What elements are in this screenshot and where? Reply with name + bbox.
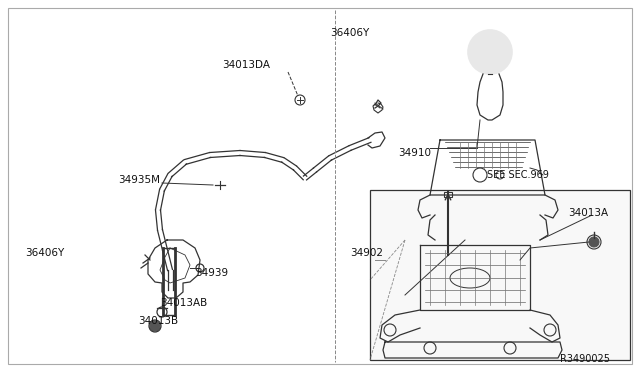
Circle shape [150, 321, 160, 331]
Text: R3490025: R3490025 [560, 354, 610, 364]
Circle shape [589, 237, 599, 247]
Text: SEE SEC.969: SEE SEC.969 [487, 170, 549, 180]
Bar [370, 190, 630, 360]
Text: 36406Y: 36406Y [25, 248, 64, 258]
Text: 34013AB: 34013AB [160, 298, 207, 308]
Text: 34013B: 34013B [138, 316, 178, 326]
Text: 34013DA: 34013DA [222, 60, 270, 70]
Bar [444, 192, 452, 197]
Text: 34013A: 34013A [568, 208, 608, 218]
Text: 34935M: 34935M [118, 175, 160, 185]
Text: 34902: 34902 [350, 248, 383, 258]
Text: 34939: 34939 [195, 268, 228, 278]
Text: 36406Y: 36406Y [330, 28, 369, 38]
Text: 34910: 34910 [398, 148, 431, 158]
Circle shape [468, 30, 512, 74]
